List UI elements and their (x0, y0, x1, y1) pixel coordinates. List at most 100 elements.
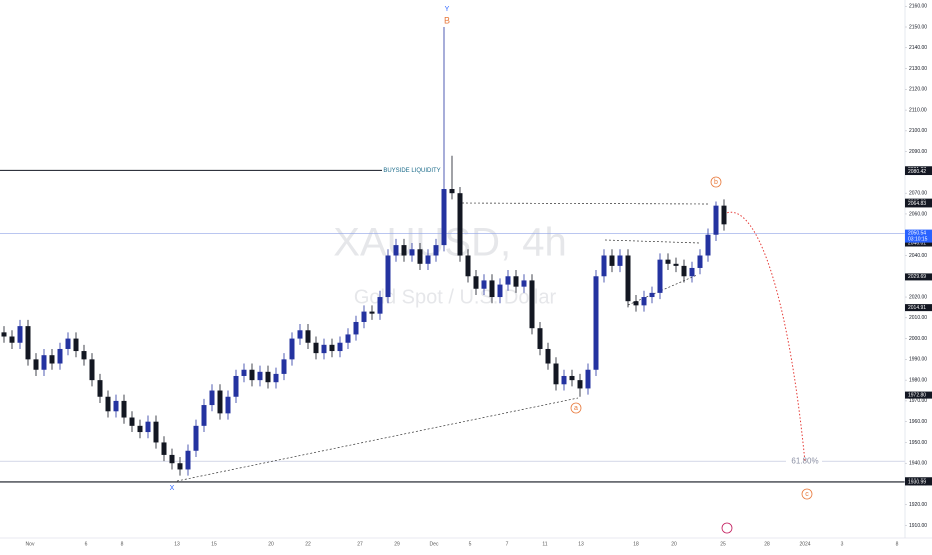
candle-body (713, 205, 719, 235)
candle-body (81, 351, 87, 360)
candle-body (545, 348, 551, 364)
candle-body (193, 425, 199, 451)
candle-body (257, 371, 263, 381)
price-label-box (905, 239, 932, 247)
x-tick-label: 13 (174, 541, 180, 547)
candle-body (505, 276, 511, 285)
y-tick-label: 2130.00 (909, 66, 927, 72)
candle-body (633, 301, 639, 306)
candle-body (705, 234, 711, 256)
y-tick-label: 1970.00 (909, 398, 927, 404)
candle-body (665, 259, 671, 264)
price-label: 1930.99 (908, 479, 926, 485)
x-tick-label: 20 (268, 541, 274, 547)
candle-body (185, 450, 191, 470)
candle-body (225, 396, 231, 414)
wave-label: Y (445, 6, 450, 13)
candle-body (585, 369, 591, 389)
candle-body (137, 425, 143, 433)
candle-body (321, 344, 327, 354)
candle-body (553, 363, 559, 385)
candle-body (233, 375, 239, 397)
candle-body (369, 311, 375, 314)
candle-body (177, 463, 183, 470)
y-tick-label: 2100.00 (909, 128, 927, 134)
candle-body (97, 380, 103, 397)
x-tick-label: 15 (211, 541, 217, 547)
candle-body (617, 255, 623, 266)
event-icon[interactable] (721, 522, 733, 534)
wave-label: X (170, 485, 175, 492)
candle-body (113, 400, 119, 412)
candle-body (689, 267, 695, 277)
candle-body (57, 348, 63, 364)
candle-body (289, 338, 295, 360)
x-tick-label: 6 (85, 541, 88, 547)
y-tick-label: 2010.00 (909, 315, 927, 321)
x-tick-label: 5 (469, 541, 472, 547)
candle-body (681, 265, 687, 277)
price-label-box (905, 200, 932, 208)
candle-body (33, 359, 39, 370)
candle-body (265, 371, 271, 383)
candle-body (465, 255, 471, 277)
candle-body (673, 263, 679, 266)
candle-body (89, 359, 95, 381)
wave-circle (801, 488, 813, 500)
candle-body (441, 189, 447, 246)
price-label-box (905, 478, 932, 486)
candle-body (17, 326, 23, 343)
y-tick-label: 1980.00 (909, 377, 927, 383)
price-label-box (905, 391, 932, 399)
candle-body (593, 276, 599, 370)
y-tick-label: 2000.00 (909, 336, 927, 342)
candle-body (377, 297, 383, 314)
y-tick-label: 1940.00 (909, 461, 927, 467)
label-bg (382, 166, 442, 175)
x-tick-label: 7 (506, 541, 509, 547)
candle-body (641, 297, 647, 306)
candle-body (577, 380, 583, 389)
candle-body (385, 255, 391, 298)
current-price-box (905, 229, 932, 243)
price-label: 2064.83 (908, 201, 926, 207)
x-tick-label: 29 (394, 541, 400, 547)
y-tick-label: 2090.00 (909, 149, 927, 155)
y-tick-label: 2020.00 (909, 294, 927, 300)
candle-body (153, 421, 159, 443)
y-tick-label: 2040.00 (909, 253, 927, 259)
y-tick-label: 1990.00 (909, 357, 927, 363)
candle-body (473, 276, 479, 289)
candle-body (209, 390, 215, 406)
x-tick-label: 27 (357, 541, 363, 547)
candle-body (401, 245, 407, 256)
candle-body (201, 405, 207, 426)
x-tick-label: 13 (578, 541, 584, 547)
watermark-title: XAUUSD, 4h (333, 221, 566, 265)
candle-body (497, 284, 503, 298)
current-price-label: 2050.54 (908, 230, 926, 236)
candle-body (433, 245, 439, 256)
x-tick-label: Nov (26, 541, 35, 547)
x-tick-label: 8 (121, 541, 124, 547)
candle-body (721, 205, 727, 225)
price-label: 2029.69 (908, 274, 926, 280)
y-tick-label: 1910.00 (909, 523, 927, 529)
y-tick-label: 2140.00 (909, 45, 927, 51)
y-tick-label: 2160.00 (909, 4, 927, 10)
x-tick-label: 11 (542, 541, 547, 547)
x-tick-label: 28 (764, 541, 770, 547)
price-label: 1972.80 (908, 392, 926, 398)
candle-body (273, 373, 279, 383)
candle-body (129, 417, 135, 426)
price-label-box (905, 273, 932, 281)
candle-body (393, 245, 399, 256)
buyside-label: BUYSIDE LIQUIDITY (383, 168, 440, 174)
candle-body (625, 255, 631, 302)
y-tick-label: 1920.00 (909, 502, 927, 508)
candle-body (521, 280, 527, 287)
candle-body (345, 334, 351, 343)
candle-body (657, 259, 663, 293)
dashed-trendline (176, 397, 579, 482)
